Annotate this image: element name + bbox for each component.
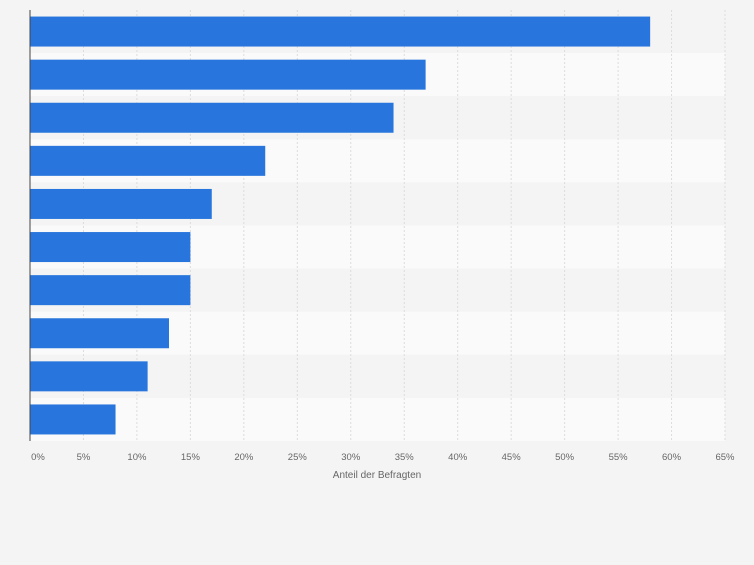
x-tick-label: 60% — [662, 452, 682, 463]
x-tick-label: 40% — [448, 452, 468, 463]
x-axis-label: Anteil der Befragten — [333, 470, 421, 481]
bar[interactable] — [30, 404, 116, 435]
x-tick-label: 5% — [77, 452, 91, 463]
x-tick-label: 65% — [715, 452, 735, 463]
bar[interactable] — [30, 232, 191, 263]
bar[interactable] — [30, 361, 148, 392]
bar[interactable] — [30, 318, 169, 349]
bar[interactable] — [30, 188, 212, 219]
bar[interactable] — [30, 59, 426, 90]
x-tick-label: 10% — [127, 452, 147, 463]
bars — [30, 16, 651, 435]
x-tick-label: 35% — [395, 452, 415, 463]
bar[interactable] — [30, 145, 266, 176]
x-tick-labels: 0% 5% 10% 15% 20% 25% 30% 35% 40% 45% 50% 55% 60% 65% — [31, 452, 735, 463]
x-tick-label: 45% — [502, 452, 522, 463]
x-tick-label: 0% — [31, 452, 45, 463]
row-band — [30, 397, 725, 441]
x-tick-label: 20% — [234, 452, 254, 463]
x-tick-label: 50% — [555, 452, 575, 463]
bar[interactable] — [30, 16, 651, 47]
x-tick-label: 25% — [288, 452, 308, 463]
bar[interactable] — [30, 102, 394, 133]
bar[interactable] — [30, 275, 191, 306]
x-tick-label: 55% — [609, 452, 629, 463]
x-tick-label: 15% — [181, 452, 201, 463]
x-tick-label: 30% — [341, 452, 361, 463]
